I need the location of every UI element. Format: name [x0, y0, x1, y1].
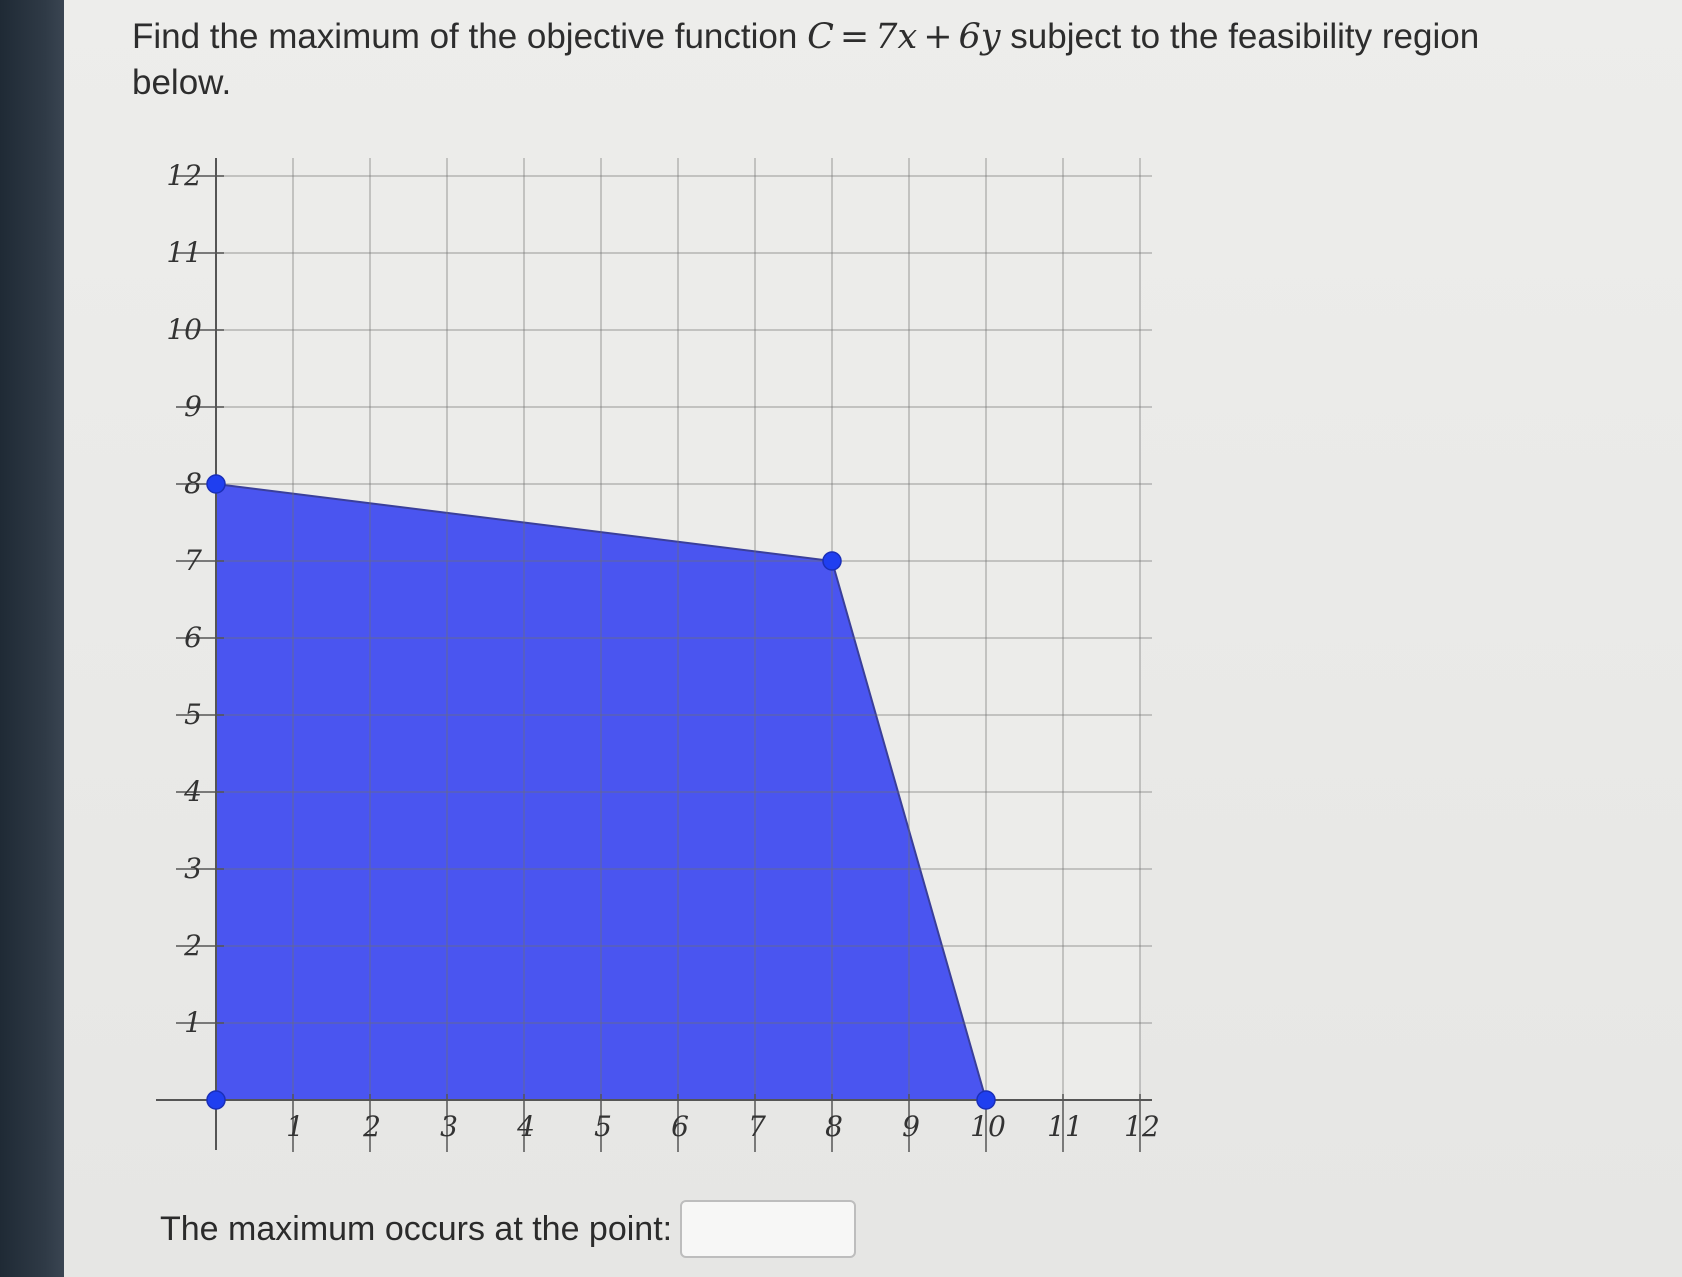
x-tick-label: 2 [362, 1110, 381, 1143]
question-suffix: subject to the feasibility region below. [132, 17, 1480, 102]
y-tick-label: 12 [166, 159, 202, 192]
y-tick-label: 4 [183, 775, 202, 808]
answer-prompt: The maximum occurs at the point: [160, 1210, 673, 1248]
x-tick-label: 1 [286, 1110, 304, 1143]
y-tick-label: 2 [183, 929, 202, 962]
y-tick-label: 8 [184, 467, 202, 500]
vertex-point [206, 474, 226, 494]
x-tick-label: 8 [825, 1110, 843, 1143]
vertex-point [206, 1090, 226, 1110]
y-tick-label: 1 [184, 1006, 202, 1039]
y-tick-label: 9 [184, 390, 202, 423]
x-tick-label: 5 [594, 1110, 612, 1143]
y-tick-label: 10 [166, 313, 202, 346]
y-tick-label: 5 [184, 698, 202, 731]
vertex-point [976, 1090, 996, 1110]
x-tick-label: 12 [1124, 1110, 1160, 1143]
screen-bezel [0, 0, 64, 1277]
objective-function: C = 7x +6y [807, 17, 1001, 57]
x-tick-label: 6 [671, 1110, 689, 1143]
x-tick-label: 3 [440, 1110, 458, 1143]
answer-input[interactable] [680, 1200, 856, 1258]
question-text: Find the maximum of the objective functi… [132, 14, 1552, 105]
x-tick-label: 11 [1047, 1110, 1083, 1143]
vertex-point [822, 551, 842, 571]
question-prefix: Find the maximum of the objective functi… [132, 17, 808, 56]
x-tick-label: 7 [748, 1110, 766, 1143]
x-tick-label: 10 [970, 1110, 1006, 1143]
x-tick-label: 9 [902, 1110, 920, 1143]
y-tick-label: 11 [166, 236, 202, 269]
x-tick-label: 4 [516, 1110, 535, 1143]
y-tick-label: 7 [184, 544, 202, 577]
y-tick-label: 6 [184, 621, 202, 654]
y-tick-label: 3 [184, 852, 202, 885]
feasibility-graph: 1 2 3 4 5 6 7 8 9 10 11 12 1 2 3 4 5 6 7 8 9 10 11 12 [120, 140, 1180, 1180]
